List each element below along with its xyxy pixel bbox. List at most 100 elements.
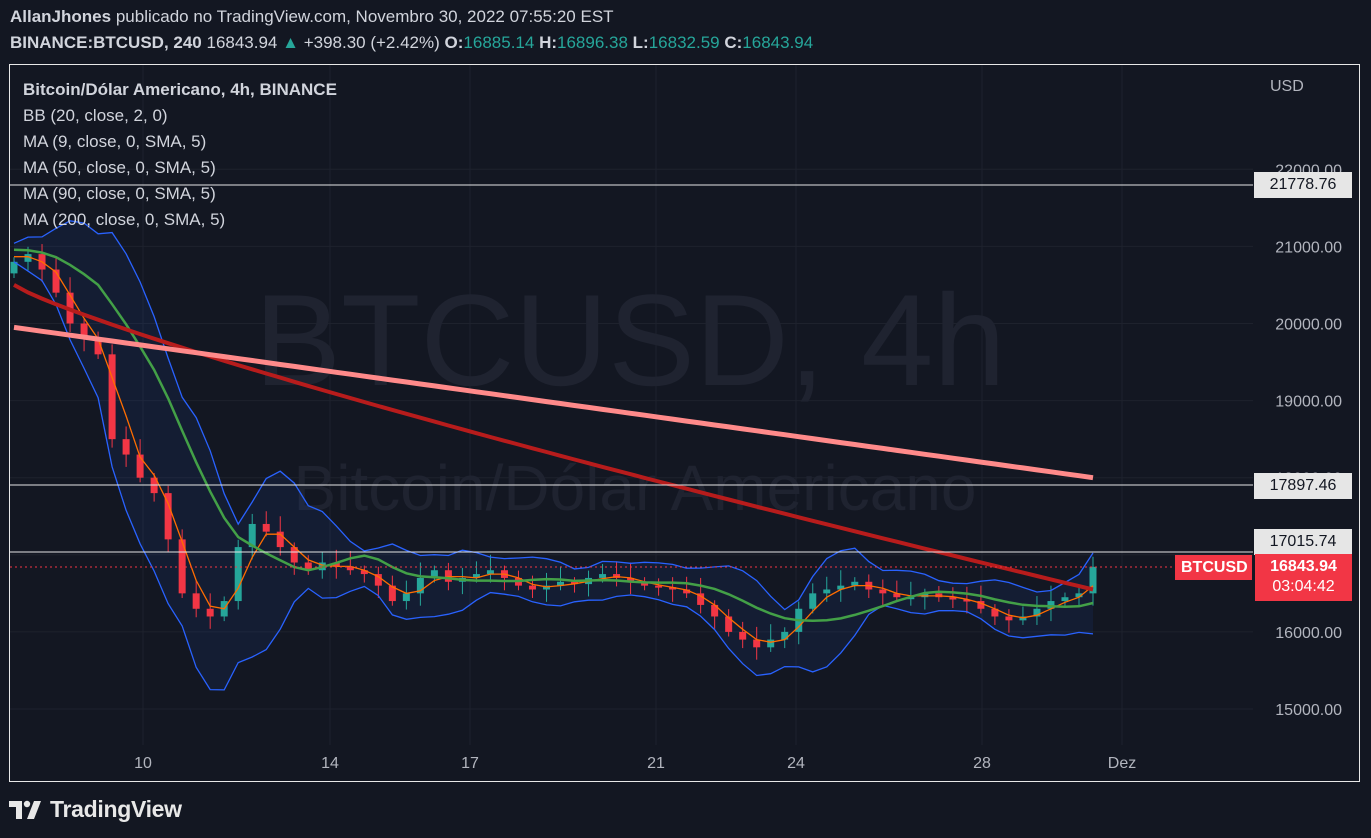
open-value: 16885.14 [463,33,535,52]
legend-ma9[interactable]: MA (9, close, 0, SMA, 5) [23,132,207,151]
low-value: 16832.59 [648,33,720,52]
candle-body [725,616,733,632]
candle-body [767,639,775,648]
footer-brand[interactable]: TradingView [8,796,182,823]
candle-body [374,574,382,586]
candle-body [907,597,915,600]
candle-body [1089,566,1097,594]
candle-body [80,323,88,339]
hline-label-1[interactable]: 21778.76 [1254,172,1352,198]
publish-line: AllanJhones publicado no TradingView.com… [10,7,614,27]
candle-body [122,439,130,455]
hline-label-2[interactable]: 17897.46 [1254,473,1352,499]
candle-body [809,593,817,609]
candle-body [304,562,312,571]
bb-upper-line [13,220,1094,611]
price-tag: 16843.94 03:04:42 [1255,554,1352,601]
bb-lower-line [13,261,1094,691]
candle-body [669,587,677,590]
candle-body [599,574,607,578]
legend-title[interactable]: Bitcoin/Dólar Americano, 4h, BINANCE [23,80,337,99]
hline-label-3[interactable]: 17015.74 [1254,529,1352,555]
candle-body [94,338,102,355]
candle-body [557,581,565,586]
candle-body [1061,597,1069,602]
candle-body [430,570,438,578]
candle-body [472,574,480,578]
up-arrow-icon: ▲ [282,33,299,52]
bar-countdown: 03:04:42 [1272,578,1335,595]
candle-body [346,566,354,571]
candle-body [879,589,887,594]
candle-body [164,493,172,540]
candle-body [1047,601,1055,609]
candle-body [416,577,424,594]
currency-label: USD [1270,78,1304,95]
ma200-line [13,324,1094,481]
candle-body [24,254,32,262]
high-value: 16896.38 [557,33,628,52]
legend-bb[interactable]: BB (20, close, 2, 0) [23,106,168,125]
x-tick-label: Dez [1108,755,1136,772]
x-tick-label: 17 [461,755,479,772]
published-text: publicado no TradingView.com, Novembro 3… [115,7,614,26]
symbol-interval: BINANCE:BTCUSD, 240 [10,33,202,52]
y-tick-label: 16000.00 [1275,625,1342,642]
candle-body [360,570,368,575]
candle-body [388,585,396,602]
x-tick-label: 28 [973,755,991,772]
y-tick-label: 21000.00 [1275,239,1342,256]
candle-body [178,539,186,594]
legend-ma200[interactable]: MA (200, close, 0, SMA, 5) [23,210,226,229]
candle-body [893,593,901,598]
bb-band-fill [14,220,1093,690]
legend-ma90[interactable]: MA (90, close, 0, SMA, 5) [23,184,216,203]
candle-body [248,523,256,548]
candle-body [1005,616,1013,621]
candle-body [52,269,60,293]
y-tick-label: 15000.00 [1275,702,1342,719]
candle-body [262,523,270,532]
candle-body [753,639,761,648]
bb-fill [14,220,1093,690]
brand-name: TradingView [50,796,182,822]
candle-body [949,597,957,600]
candle-body [192,593,200,609]
x-tick-label: 14 [321,755,339,772]
candle-body [655,585,663,588]
x-axis: 10 14 17 21 24 28 Dez [134,755,1136,772]
candle-body [837,585,845,590]
author-name[interactable]: AllanJhones [10,7,112,26]
candle-body [1033,608,1041,617]
ma50-line [13,248,1094,622]
y-tick-label: 20000.00 [1275,317,1342,334]
legend-ma50[interactable]: MA (50, close, 0, SMA, 5) [23,158,216,177]
symbol-tag: BTCUSD [1175,555,1252,580]
candle-body [1075,593,1083,598]
candle-body [136,454,144,478]
tradingview-logo-icon [9,800,41,819]
open-label: O: [444,33,464,52]
candle-body [10,261,18,274]
x-tick-label: 21 [647,755,665,772]
price-change: +398.30 (+2.42%) [303,33,440,52]
low-label: L: [632,33,649,52]
x-tick-label: 10 [134,755,152,772]
candle-body [641,581,649,586]
indicator-lines [13,220,1094,691]
candle-body [486,570,494,575]
candle-body [290,547,298,563]
candle-body [739,631,747,640]
watermark-symbol: BTCUSD, 4h [254,267,1005,413]
y-tick-label: 19000.00 [1275,394,1342,411]
high-label: H: [539,33,558,52]
candle-body [781,631,789,640]
candle-body [332,562,340,567]
candle-body [542,585,550,590]
close-value: 16843.94 [742,33,814,52]
candle-body [571,581,579,585]
candle-body [851,581,859,586]
candle-body [627,577,635,582]
ohlc-line: BINANCE:BTCUSD, 240 16843.94 ▲ +398.30 (… [10,33,813,53]
